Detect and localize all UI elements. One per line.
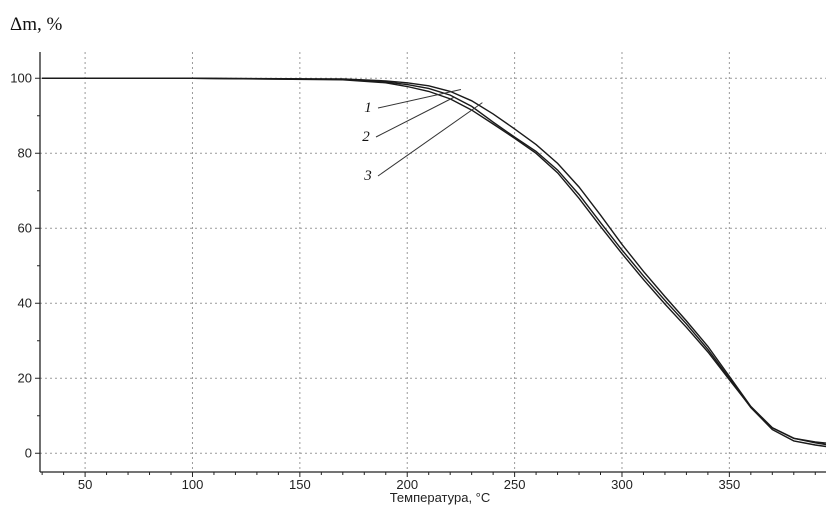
x-tick-label: 50 bbox=[78, 477, 92, 492]
y-tick-label: 20 bbox=[18, 370, 32, 385]
y-tick-label: 40 bbox=[18, 295, 32, 310]
y-axis-label: Δm, % bbox=[10, 14, 62, 35]
curve-label-leader bbox=[377, 102, 483, 177]
x-tick-label: 200 bbox=[396, 477, 418, 492]
y-tick-label: 80 bbox=[18, 145, 32, 160]
series-line-2 bbox=[42, 77, 827, 448]
curve-label: 2 bbox=[362, 129, 370, 145]
y-tick-label: 100 bbox=[10, 70, 32, 85]
x-tick-label: 300 bbox=[611, 477, 633, 492]
curve-label: 1 bbox=[364, 100, 372, 116]
x-tick-label: 250 bbox=[504, 477, 526, 492]
x-tick-label: 150 bbox=[289, 477, 311, 492]
series-line-1 bbox=[42, 77, 827, 444]
x-axis-label: Температура, °C bbox=[390, 490, 491, 505]
tick-labels: 50 100 150 200 250 300 350 0 20 40 60 80 100 bbox=[10, 70, 816, 492]
x-tick-label: 350 bbox=[719, 477, 741, 492]
grid bbox=[40, 52, 826, 472]
series-lines bbox=[42, 77, 827, 448]
series-line-3 bbox=[42, 77, 827, 446]
axes bbox=[39, 52, 826, 473]
x-tick-label: 100 bbox=[182, 477, 204, 492]
curve-label-leader bbox=[375, 96, 455, 138]
y-tick-label: 60 bbox=[18, 220, 32, 235]
y-tick-label: 0 bbox=[25, 445, 32, 460]
curve-annotations: 1 2 3 bbox=[362, 89, 483, 184]
curve-label: 3 bbox=[363, 168, 372, 184]
curve-label-leader bbox=[377, 89, 462, 109]
